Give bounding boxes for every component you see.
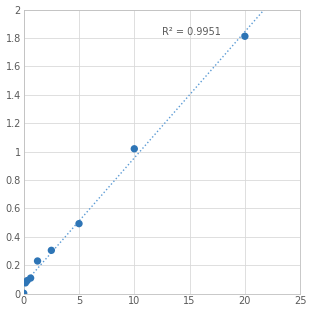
Point [25,278,30,283]
Point [23,280,28,285]
Point [35,259,40,264]
Text: R² = 0.9951: R² = 0.9951 [162,27,221,37]
Point [132,146,137,151]
Point [76,221,81,226]
Point [49,248,54,253]
Point [242,34,247,39]
Point [21,291,26,296]
Point [28,275,33,280]
